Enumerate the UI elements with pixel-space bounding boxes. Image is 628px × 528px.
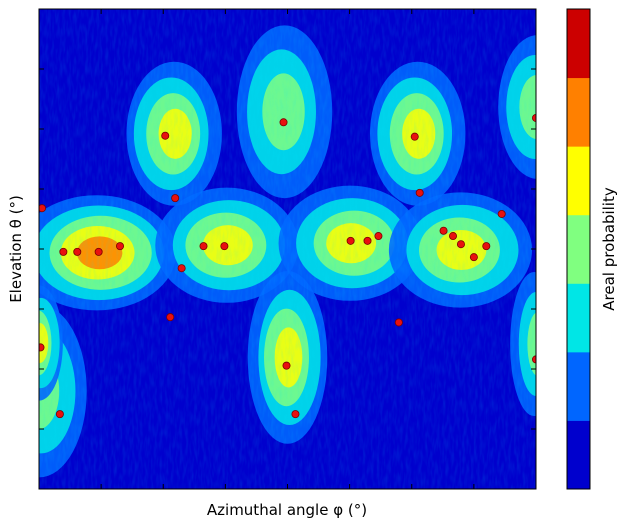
data-point: [59, 247, 68, 256]
colorbar-label: Areal probability: [600, 187, 618, 311]
data-point: [532, 113, 536, 122]
data-point: [363, 236, 372, 245]
y-axis-label: Elevation θ (°): [7, 195, 25, 303]
colorbar-segment: [567, 77, 590, 147]
data-point: [482, 242, 491, 251]
data-point: [282, 361, 291, 370]
data-point: [497, 209, 506, 218]
colorbar-segment: [567, 214, 590, 284]
data-point: [346, 236, 355, 245]
data-point: [177, 264, 186, 273]
data-point: [39, 204, 46, 213]
data-point: [55, 410, 64, 419]
data-point: [166, 313, 175, 322]
data-point: [94, 247, 103, 256]
colorbar-segment: [567, 420, 590, 490]
colorbar: [566, 8, 591, 490]
data-point: [469, 253, 478, 262]
colorbar-frame: [566, 8, 591, 490]
data-point: [279, 118, 288, 127]
data-point: [410, 132, 419, 141]
colorbar-segment: [567, 146, 590, 216]
data-point: [291, 410, 300, 419]
data-point: [161, 131, 170, 140]
data-point: [39, 343, 45, 352]
axis-ticks: [39, 9, 536, 489]
data-point: [439, 226, 448, 235]
colorbar-segment: [567, 283, 590, 353]
data-point: [415, 188, 424, 197]
heatmap-plot-area: [38, 8, 537, 490]
data-point: [199, 242, 208, 251]
colorbar-segment: [567, 351, 590, 421]
data-point: [449, 232, 458, 241]
data-point: [116, 242, 125, 251]
data-point: [394, 318, 403, 327]
data-point: [220, 242, 229, 251]
data-point: [456, 240, 465, 249]
x-axis-label: Azimuthal angle φ (°): [207, 501, 367, 519]
scatter-points: [39, 113, 536, 419]
data-point: [171, 194, 180, 203]
colorbar-segment: [567, 9, 590, 79]
data-point: [374, 232, 383, 241]
data-point: [532, 355, 536, 364]
heatmap-speckle-texture: [39, 9, 536, 489]
data-point: [73, 247, 82, 256]
